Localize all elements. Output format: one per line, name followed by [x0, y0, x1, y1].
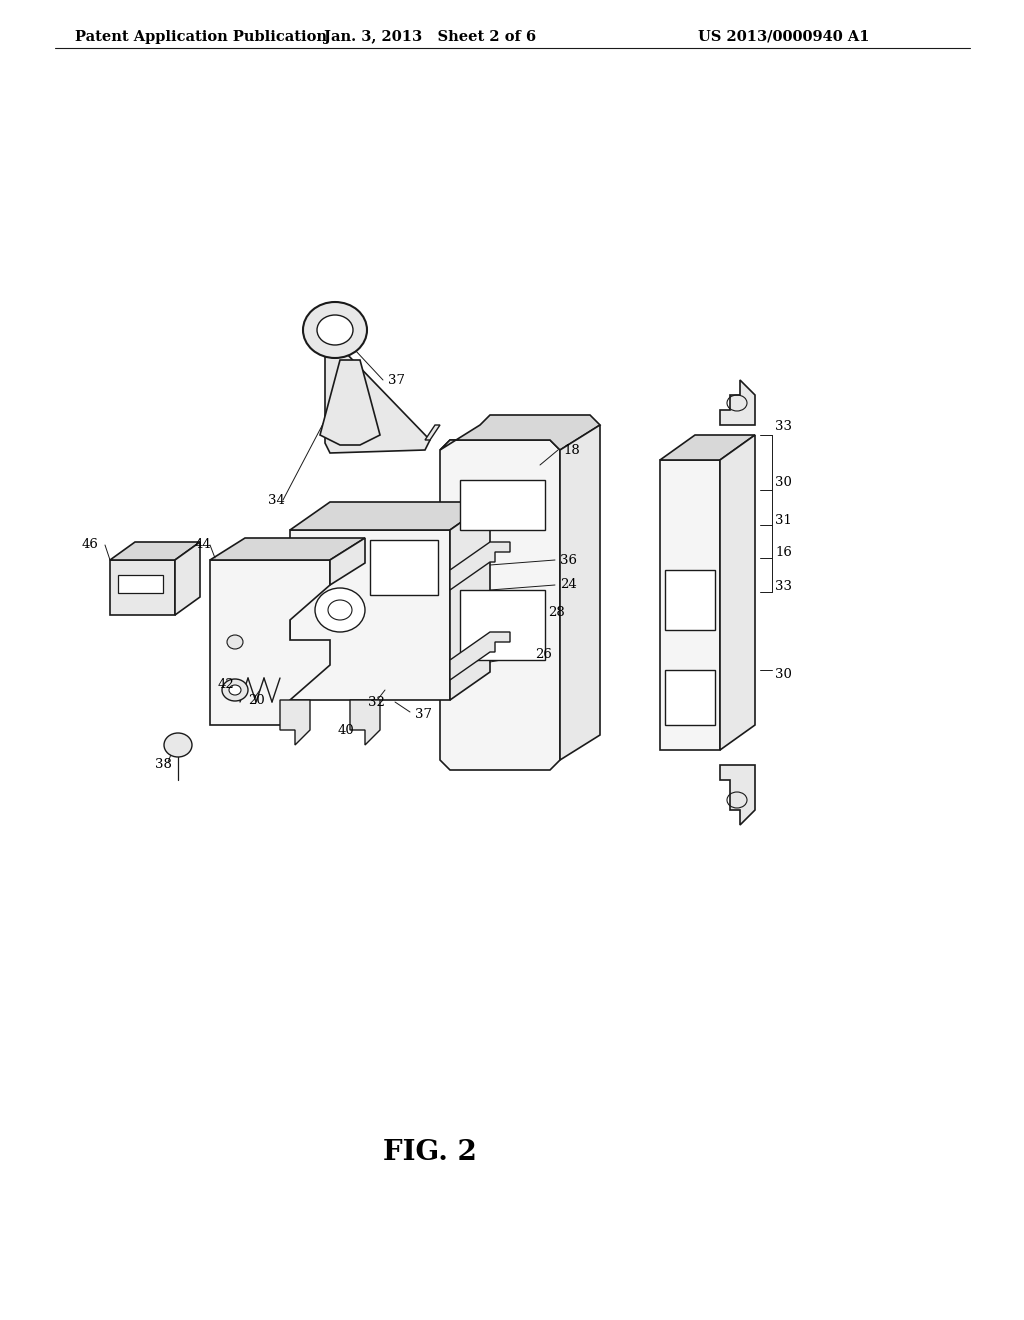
Polygon shape [290, 531, 450, 700]
Text: 32: 32 [368, 697, 385, 710]
Polygon shape [460, 480, 545, 531]
Text: 37: 37 [388, 374, 406, 387]
Text: 16: 16 [775, 545, 792, 558]
Polygon shape [660, 436, 755, 459]
Polygon shape [175, 543, 200, 615]
Text: 46: 46 [82, 539, 99, 552]
Ellipse shape [328, 601, 352, 620]
Polygon shape [720, 380, 755, 425]
Polygon shape [110, 543, 200, 560]
Polygon shape [460, 590, 545, 660]
Text: 24: 24 [560, 578, 577, 591]
Bar [110, 560, 175, 615]
Ellipse shape [227, 635, 243, 649]
Ellipse shape [315, 587, 365, 632]
Polygon shape [290, 502, 490, 531]
Text: 40: 40 [338, 723, 354, 737]
Text: 18: 18 [563, 444, 580, 457]
Bar [370, 540, 438, 595]
Text: 20: 20 [248, 693, 265, 706]
Ellipse shape [164, 733, 193, 756]
Polygon shape [720, 436, 755, 750]
Polygon shape [319, 360, 380, 445]
Polygon shape [210, 539, 365, 560]
Text: 33: 33 [775, 421, 792, 433]
Polygon shape [330, 539, 365, 585]
Polygon shape [350, 700, 380, 744]
Text: 33: 33 [775, 581, 792, 594]
Text: 28: 28 [548, 606, 565, 619]
Polygon shape [660, 459, 720, 750]
Text: 44: 44 [195, 539, 212, 552]
Text: 26: 26 [535, 648, 552, 661]
Polygon shape [720, 766, 755, 825]
Polygon shape [450, 543, 510, 590]
Polygon shape [210, 560, 330, 725]
Text: Patent Application Publication: Patent Application Publication [75, 30, 327, 44]
Text: US 2013/0000940 A1: US 2013/0000940 A1 [698, 30, 870, 44]
Polygon shape [450, 502, 490, 700]
Bar [118, 576, 163, 593]
Polygon shape [440, 414, 600, 450]
Polygon shape [440, 440, 560, 770]
Ellipse shape [303, 302, 367, 358]
Polygon shape [560, 425, 600, 760]
Text: 38: 38 [155, 759, 172, 771]
Polygon shape [250, 550, 290, 595]
Ellipse shape [229, 685, 241, 696]
Polygon shape [250, 649, 290, 696]
Ellipse shape [317, 315, 353, 345]
Polygon shape [325, 352, 430, 453]
Bar [665, 570, 715, 630]
Text: Jan. 3, 2013   Sheet 2 of 6: Jan. 3, 2013 Sheet 2 of 6 [324, 30, 536, 44]
Polygon shape [425, 425, 440, 440]
Text: 37: 37 [415, 709, 432, 722]
Text: 31: 31 [775, 513, 792, 527]
Text: 30: 30 [775, 475, 792, 488]
Polygon shape [450, 632, 510, 680]
Text: 30: 30 [775, 668, 792, 681]
Text: 36: 36 [560, 553, 577, 566]
Polygon shape [280, 700, 310, 744]
Ellipse shape [222, 678, 248, 701]
Text: 34: 34 [268, 494, 285, 507]
Bar [665, 671, 715, 725]
Text: 42: 42 [218, 678, 234, 692]
Text: FIG. 2: FIG. 2 [383, 1138, 477, 1166]
